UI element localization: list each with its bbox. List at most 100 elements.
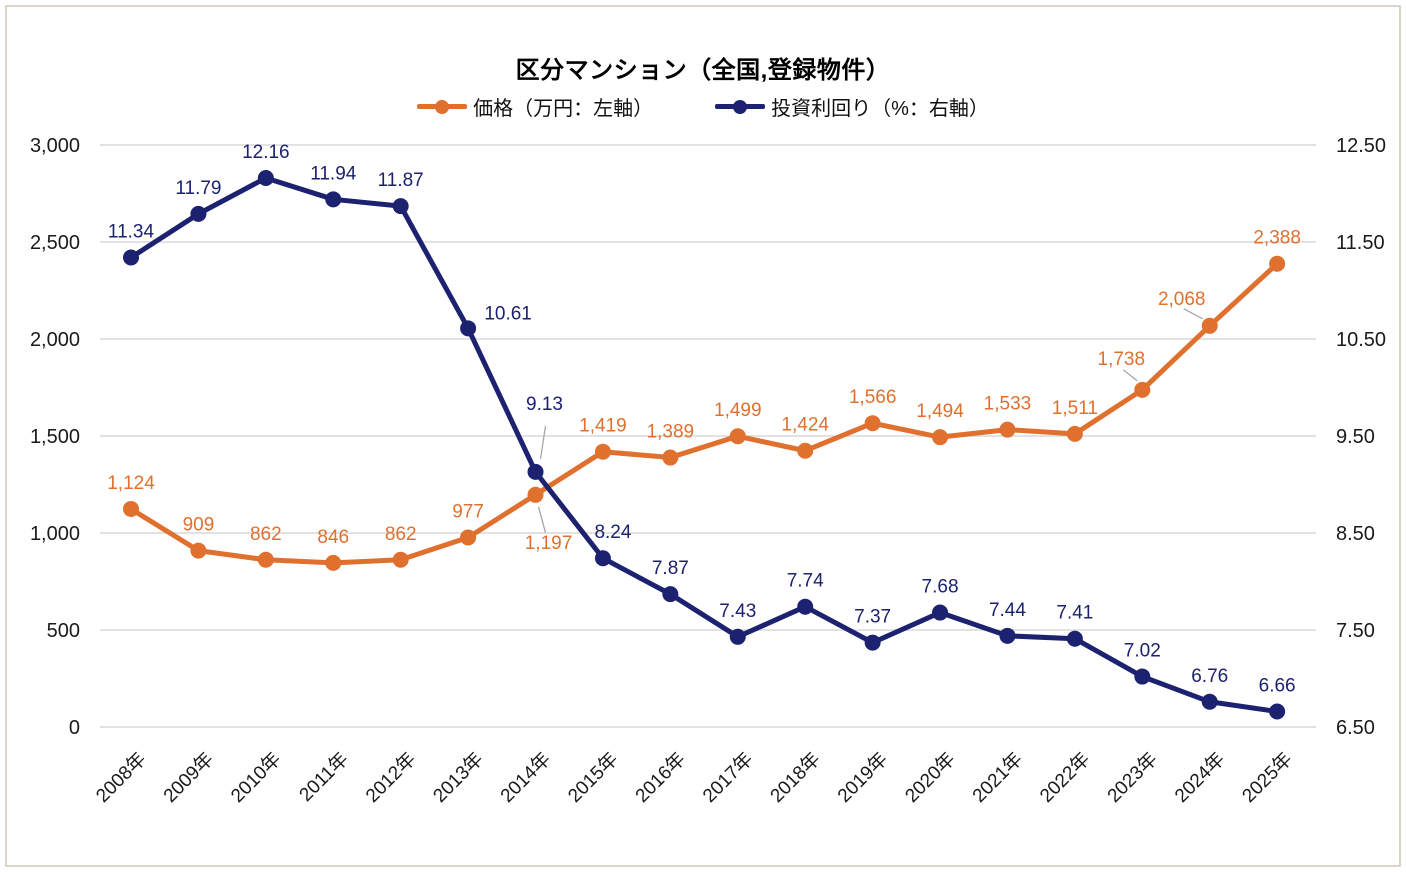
x-axis-tick-label: 2010年 [226,748,285,807]
left-axis-tick-label: 1,000 [30,523,80,545]
yield-data-point-marker [662,586,679,603]
price-data-label: 862 [250,524,282,545]
yield-data-point-marker [594,550,611,567]
yield-data-label: 7.43 [719,601,756,622]
x-axis-tick-label: 2025年 [1238,748,1297,807]
x-axis-tick-label: 2024年 [1170,748,1229,807]
left-axis-tick-label: 2,000 [30,329,80,351]
yield-data-label: 7.41 [1056,603,1093,624]
price-data-point-marker [1066,425,1083,442]
left-axis-tick-label: 0 [69,717,80,739]
legend: 価格（万円：左軸） 投資利回り（%：右軸） [0,92,1406,121]
x-axis-tick-label: 2016年 [631,748,690,807]
left-axis-tick-label: 2,500 [30,232,80,254]
yield-data-label: 11.87 [378,170,424,191]
price-data-point-marker [190,542,207,559]
price-data-label: 977 [452,501,484,522]
price-data-label: 1,738 [1098,349,1146,370]
x-axis-tick-label: 2020年 [901,748,960,807]
yield-data-label: 11.34 [108,222,155,243]
price-data-point-marker [662,449,679,466]
legend-label-price: 価格（万円：左軸） [473,98,654,120]
yield-data-point-marker [123,249,139,266]
yield-data-point-marker [325,191,342,208]
x-axis-tick-label: 2012年 [361,748,420,807]
price-data-label: 1,566 [849,387,897,408]
yield-data-label: 7.37 [854,607,891,628]
yield-data-point-marker [1066,630,1083,647]
yield-data-point-marker [1134,668,1151,685]
label-leader-line [539,425,547,459]
left-axis-tick-label: 3,000 [30,135,80,157]
yield-data-label: 11.94 [310,163,357,184]
yield-data-label: 6.66 [1259,675,1296,696]
x-axis-tick-label: 2017年 [698,748,757,807]
yield-series-marker-icon [715,104,766,109]
price-data-label: 1,511 [1052,398,1098,419]
price-data-label: 1,419 [579,416,627,437]
right-axis-tick-label: 7.50 [1336,620,1375,642]
yield-data-point-marker [729,628,746,645]
x-axis-tick-label: 2008年 [92,748,151,807]
price-data-label: 1,389 [647,422,695,443]
price-data-point-marker [123,500,139,517]
yield-data-label: 12.16 [242,142,290,163]
right-axis-tick-label: 6.50 [1336,717,1375,739]
price-data-point-marker [325,554,342,571]
yield-data-label: 9.13 [526,394,563,415]
x-axis-tick-label: 2023年 [1103,748,1162,807]
price-data-label: 2,068 [1158,289,1206,310]
yield-data-point-marker [932,604,949,621]
price-data-point-marker [527,486,544,503]
yield-series-line [128,175,1280,714]
yield-data-label: 7.87 [652,558,689,579]
left-axis-tick-label: 1,500 [30,426,80,448]
price-data-point-marker [392,551,409,568]
price-data-label: 1,424 [781,415,829,436]
yield-data-point-marker [999,627,1016,644]
right-axis-tick-label: 8.50 [1336,523,1375,545]
yield-data-point-marker [257,169,274,186]
yield-data-label: 6.76 [1191,666,1228,687]
price-data-point-marker [257,551,274,568]
yield-data-label: 7.02 [1124,641,1161,662]
left-axis-tick-label: 500 [47,620,80,642]
legend-label-yield: 投資利回り（%：右軸） [771,98,989,120]
price-data-label: 2,388 [1253,228,1301,249]
chart-title: 区分マンション（全国,登録物件） [515,57,891,84]
yield-data-label: 8.24 [594,522,631,543]
price-data-label: 1,533 [984,394,1032,415]
label-leader-line [1183,308,1204,320]
price-data-point-marker [1134,381,1151,398]
x-axis-tick-label: 2015年 [564,748,623,807]
price-series-marker-icon [417,104,468,109]
price-data-label: 1,124 [107,473,155,494]
legend-item-yield: 投資利回り（%：右軸） [715,92,989,121]
yield-data-point-marker [460,320,477,337]
x-axis-tick-label: 2021年 [968,748,1027,807]
yield-data-label: 10.61 [484,303,532,324]
x-axis-tick-label: 2019年 [833,748,892,807]
label-leader-line [537,506,547,533]
label-leader-line [1122,369,1138,382]
yield-data-point-marker [392,198,409,215]
price-data-label: 862 [385,524,417,545]
price-data-label: 909 [183,515,215,536]
yield-data-label: 7.74 [787,571,824,592]
x-axis-tick-label: 2011年 [295,748,353,806]
yield-data-point-marker [797,598,814,615]
x-axis-tick-label: 2022年 [1036,748,1095,807]
price-data-point-marker [1201,317,1218,334]
price-data-point-marker [594,443,611,460]
price-data-point-marker [797,442,814,459]
price-data-label: 1,197 [525,533,573,554]
x-axis-tick-label: 2014年 [496,748,555,807]
right-axis-tick-label: 12.50 [1336,135,1386,157]
price-data-label: 1,494 [916,401,964,422]
price-data-point-marker [932,429,949,446]
price-data-label: 846 [317,527,349,548]
yield-data-point-marker [190,205,207,222]
legend-item-price: 価格（万円：左軸） [417,92,653,121]
